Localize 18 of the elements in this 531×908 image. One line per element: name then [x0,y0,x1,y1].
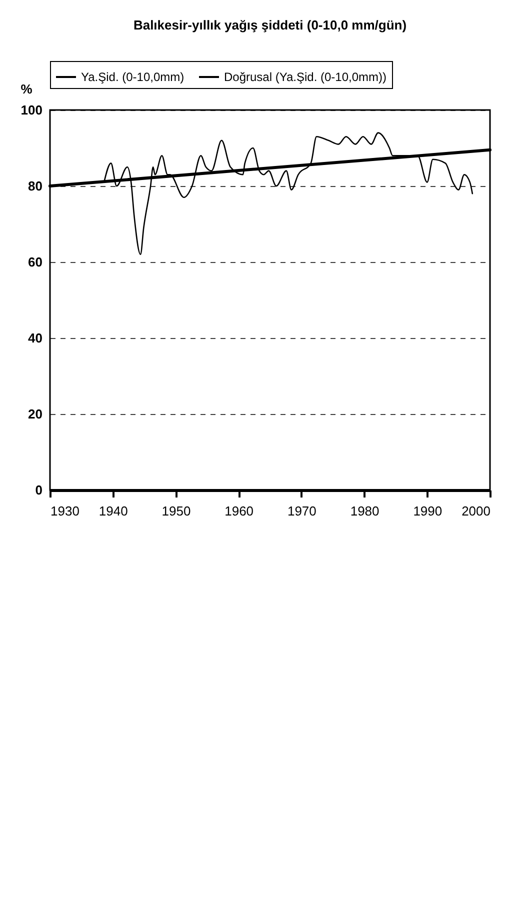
chart-title: Balıkesir-yıllık yağış şiddeti (0-10,0 mm/gün) [133,18,407,32]
legend-label: Ya.Şid. (0-10,0mm) [81,70,184,84]
y-tick-label: 40 [28,330,42,346]
y-tick-label: 20 [28,406,42,422]
x-tick-label: 1980 [350,504,380,518]
x-tick-label: 1970 [287,504,316,518]
x-tick-label: 2000 [462,504,490,518]
x-tick-label: 1930 [50,504,80,518]
x-tick-label: 1990 [413,504,442,518]
y-tick-label: 0 [35,482,42,498]
y-tick-label: 60 [28,254,42,270]
y-tick-label: 100 [20,102,42,118]
y-tick-label: 80 [28,178,42,194]
x-tick-label: 1960 [224,504,254,518]
legend-label: Doğrusal (Ya.Şid. (0-10,0mm)) [224,70,386,84]
y-axis-title: % [20,82,33,96]
x-tick-label: 1950 [162,504,191,518]
x-tick-label: 1940 [98,504,128,518]
